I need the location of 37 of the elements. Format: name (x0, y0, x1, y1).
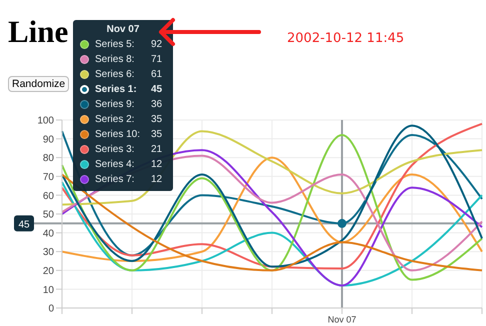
y-tick-label: 50 (42, 210, 54, 221)
annotation: 12 (151, 174, 162, 185)
legend-label: Series 10: (95, 129, 142, 140)
legend-label: Series 3: (95, 144, 136, 155)
legend-label: Series 8: (95, 54, 136, 65)
legend-label: Series 4: (95, 159, 136, 170)
legend-label: Series 1: (95, 84, 138, 95)
chart-title: Line (8, 14, 68, 50)
text: 61 (151, 69, 162, 80)
legend-label: Series 2: (95, 114, 136, 125)
text: 36 (151, 99, 162, 110)
y-tick-label: 100 (37, 116, 54, 127)
y-tick-label: 90 (42, 134, 54, 146)
text: 92 (151, 39, 162, 50)
text: 45 (151, 84, 162, 95)
text: 71 (151, 54, 162, 65)
y-tick-label: 80 (42, 153, 54, 164)
y-tick-label: 20 (42, 266, 54, 277)
y-tick-label: 10 (42, 284, 54, 296)
legend-label: Series 6: (95, 69, 136, 80)
annotation: 35 (151, 129, 162, 140)
annotation: 12 (151, 159, 162, 170)
text: Nov 07 (106, 24, 140, 35)
ref-line-label: 45 (18, 219, 30, 230)
y-tick-label: 60 (42, 190, 54, 202)
legend-label: Series 9: (95, 99, 136, 110)
annotation: 35 (151, 114, 162, 125)
line-series (61, 130, 483, 206)
y-tick-label: 40 (42, 228, 54, 240)
y-tick-label: 0 (48, 304, 54, 315)
legend-label: Series 5: (95, 39, 136, 50)
text: Randomize (8, 76, 70, 92)
annotation: 21 (151, 144, 162, 155)
y-tick-label: 70 (42, 172, 54, 183)
text: 2002-10-12 11:45 (287, 31, 404, 46)
legend-label: Series 7: (95, 174, 136, 185)
y-tick-label: 30 (42, 247, 54, 258)
